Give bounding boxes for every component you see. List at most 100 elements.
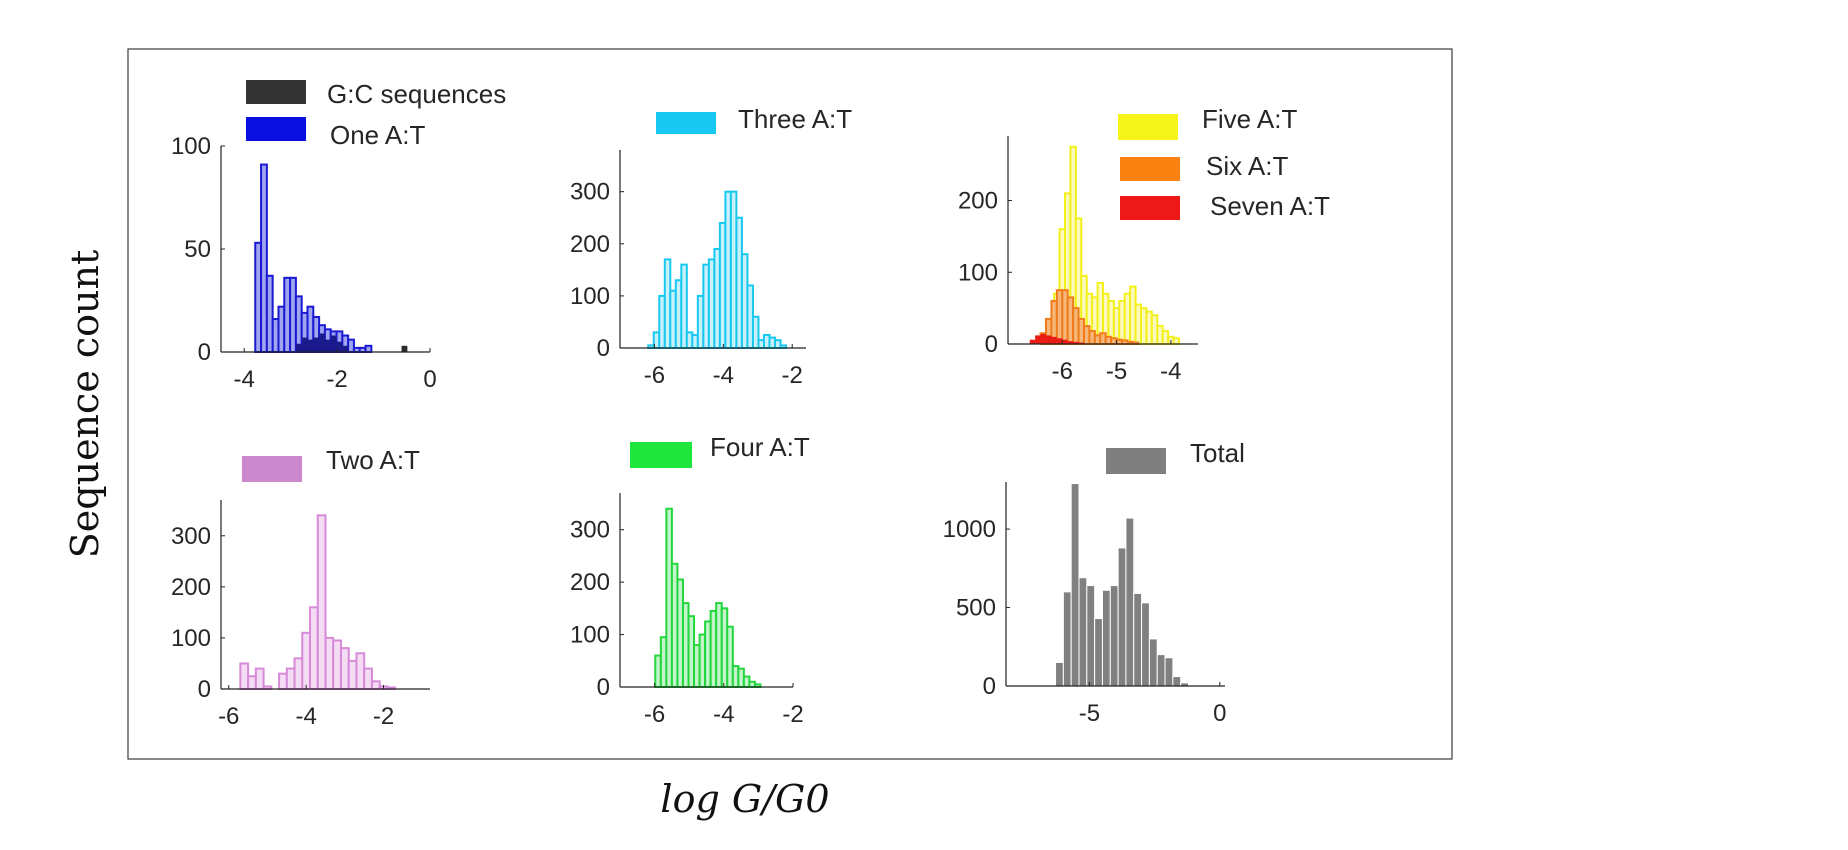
y-tick-label: 100: [958, 259, 998, 286]
bar: [363, 667, 373, 691]
bar: [1062, 591, 1072, 687]
bar: [1125, 517, 1135, 687]
x-tick-label: -4: [713, 701, 734, 728]
legend-label: Three A:T: [738, 104, 852, 134]
panel-five: 0 100 200 -6 -5 -4 Five A:T Six A:T Seven A:T: [958, 104, 1330, 385]
bar: [332, 639, 342, 690]
bar: [1055, 661, 1064, 687]
legend-swatch: [246, 80, 306, 104]
bar: [254, 667, 265, 691]
y-tick-label: 0: [198, 339, 211, 366]
y-tick-label: 100: [171, 133, 211, 160]
y-tick-label: 0: [985, 331, 998, 358]
legend-label: Six A:T: [1206, 151, 1288, 181]
bar: [1029, 339, 1036, 344]
bar: [1046, 335, 1052, 344]
bar: [316, 514, 327, 690]
bar: [401, 345, 408, 352]
legend-swatch: [242, 456, 302, 482]
bar: [1078, 577, 1088, 687]
y-tick-label: 300: [171, 523, 211, 550]
x-tick-label: -2: [782, 701, 803, 728]
bar: [1117, 547, 1127, 687]
series-five-1: [1039, 289, 1140, 346]
y-tick-label: 100: [570, 283, 610, 310]
bar: [285, 667, 296, 691]
legend-swatch: [1106, 448, 1166, 474]
x-tick-label: -5: [1106, 358, 1127, 385]
legend-swatch: [656, 112, 716, 134]
legend-swatch: [1120, 157, 1180, 181]
y-tick-label: 100: [570, 622, 610, 649]
bar: [355, 652, 366, 690]
bar: [1078, 342, 1084, 344]
x-tick-label: -2: [326, 366, 347, 393]
bar: [364, 344, 373, 354]
bar: [1148, 638, 1158, 687]
bar: [307, 339, 314, 352]
bar: [1062, 339, 1068, 344]
bar: [324, 636, 335, 690]
x-tick-label: -4: [1160, 358, 1181, 385]
legend-label: One A:T: [330, 120, 425, 150]
bar: [336, 341, 343, 352]
y-tick-label: 300: [570, 517, 610, 544]
bar: [342, 345, 349, 352]
panel-three: 0 100 200 300 -6 -4 -2 Three A:T: [570, 104, 852, 389]
x-tick-label: -5: [1079, 700, 1100, 727]
y-tick-label: 0: [597, 674, 610, 701]
bar: [239, 662, 250, 691]
y-tick-label: 200: [570, 569, 610, 596]
x-tick-label: -4: [713, 362, 734, 389]
bar: [1056, 338, 1063, 344]
bar: [1040, 333, 1046, 344]
y-tick-label: 200: [958, 188, 998, 215]
y-tick-label: 0: [597, 335, 610, 362]
bar: [1094, 618, 1103, 687]
x-axis-title: log G/G0: [660, 777, 829, 821]
bar: [1133, 592, 1143, 687]
bar: [330, 335, 337, 352]
x-tick-label: -4: [295, 703, 316, 730]
series-five-2: [1029, 333, 1084, 344]
panel-two: 0 100 200 300 -6 -4 -2 Two A:T: [171, 445, 430, 730]
bar: [1156, 654, 1166, 687]
y-tick-label: 0: [198, 676, 211, 703]
panel-four: 0 100 200 300 -6 -4 -2 Four A:T: [570, 432, 810, 728]
legend-swatch: [1120, 196, 1180, 220]
x-tick-label: -6: [1052, 358, 1073, 385]
plot-frame: [127, 48, 1453, 760]
bar: [309, 606, 319, 691]
legend-swatch: [1118, 114, 1178, 140]
x-tick-label: -4: [234, 366, 255, 393]
bar: [1051, 336, 1057, 344]
bar: [247, 675, 257, 690]
bar: [301, 631, 312, 690]
bar: [278, 672, 288, 690]
bar: [1073, 341, 1079, 344]
y-tick-label: 500: [956, 595, 996, 622]
legend-swatch: [246, 117, 306, 141]
bar: [1101, 589, 1111, 687]
legend-label: Four A:T: [710, 432, 810, 462]
legend-label: Seven A:T: [1210, 191, 1330, 221]
panel-one: 0 50 100 -4 -2 0 G:C sequences One A:T: [171, 79, 506, 393]
x-tick-label: -2: [782, 362, 803, 389]
legend-label: G:C sequences: [327, 79, 506, 109]
series-one-1: [295, 333, 349, 352]
bar: [313, 337, 320, 352]
y-tick-label: 0: [983, 673, 996, 700]
bar: [301, 337, 308, 352]
legend-swatch: [630, 442, 692, 468]
y-tick-label: 200: [570, 231, 610, 258]
y-tick-label: 100: [171, 625, 211, 652]
bar: [1070, 483, 1080, 687]
legend-label: Total: [1190, 438, 1245, 468]
y-axis-title: Sequence count: [63, 250, 107, 559]
y-tick-label: 1000: [943, 516, 996, 543]
bar: [1172, 676, 1182, 687]
bar: [339, 647, 350, 691]
bar: [293, 657, 304, 690]
bar: [1086, 585, 1096, 687]
